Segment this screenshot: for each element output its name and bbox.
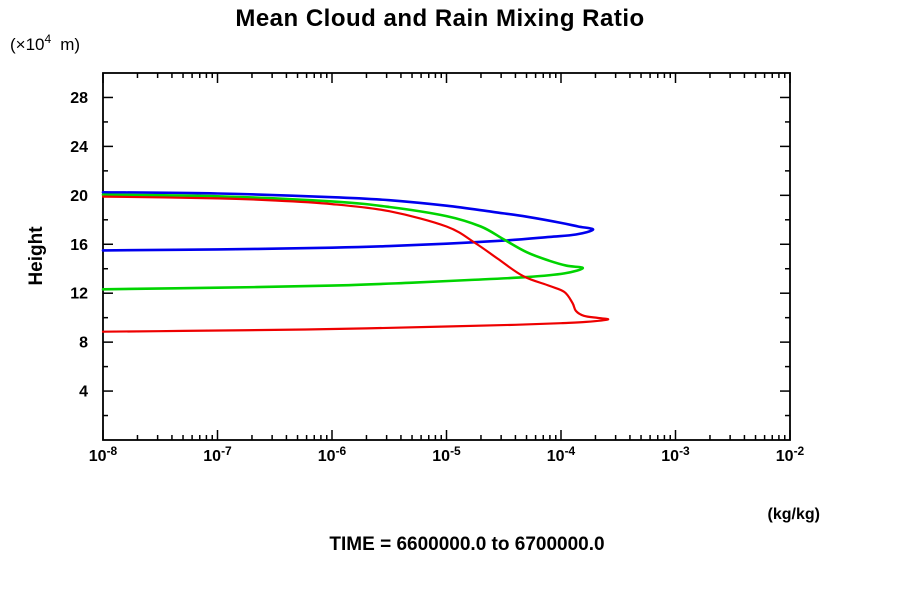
tick-labels: 10-8 10-7 10-6 10-5 10-4 10-3 10-2 4 8 12 16 20 24 28 [70,90,804,465]
x-tick-label: 10-3 [661,444,690,465]
y-tick-label: 12 [70,286,88,303]
time-caption: TIME = 6600000.0 to 6700000.0 [329,534,604,555]
x-tick-label: 10-8 [89,444,118,465]
plot-frame [102,72,791,441]
axes-frame [102,72,791,441]
curve-profile-green [101,193,585,291]
curve-profile-red [101,195,610,333]
curves [101,191,610,333]
y-tick-label: 24 [70,139,88,156]
y-tick-label: 8 [79,335,88,352]
y-axis-unit-label: (×104 m) [10,32,80,54]
y-axis-title: Height [26,226,47,286]
chart-title: Mean Cloud and Rain Mixing Ratio [235,5,644,32]
x-tick-label: 10-2 [776,444,805,465]
y-tick-label: 4 [79,384,88,401]
y-tick-label: 20 [70,188,88,205]
x-tick-label: 10-7 [203,444,232,465]
x-tick-label: 10-4 [547,444,576,465]
x-tick-label: 10-5 [432,444,461,465]
curve-profile-blue [101,191,595,252]
y-tick-label: 28 [70,90,88,107]
y-tick-label: 16 [70,237,88,254]
x-axis-unit-label: (kg/kg) [768,506,820,523]
y-unit-exponent: 4 [45,32,52,46]
y-unit-suffix: m) [60,35,80,54]
x-tick-label: 10-6 [318,444,347,465]
y-unit-prefix: (×10 [10,35,45,54]
